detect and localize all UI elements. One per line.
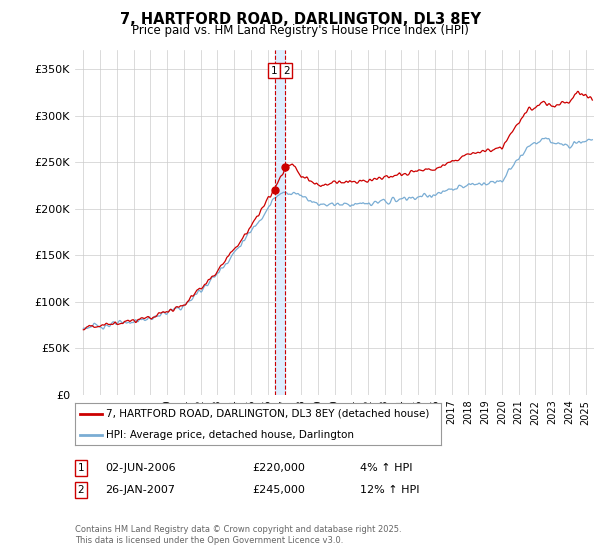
Text: 2: 2	[283, 66, 290, 76]
Text: £220,000: £220,000	[252, 463, 305, 473]
Text: 7, HARTFORD ROAD, DARLINGTON, DL3 8EY (detached house): 7, HARTFORD ROAD, DARLINGTON, DL3 8EY (d…	[106, 409, 430, 419]
Text: 02-JUN-2006: 02-JUN-2006	[105, 463, 176, 473]
Text: Price paid vs. HM Land Registry's House Price Index (HPI): Price paid vs. HM Land Registry's House …	[131, 24, 469, 36]
Text: 12% ↑ HPI: 12% ↑ HPI	[360, 485, 419, 495]
Text: 2: 2	[77, 485, 85, 495]
Text: 1: 1	[271, 66, 277, 76]
Text: £245,000: £245,000	[252, 485, 305, 495]
Text: HPI: Average price, detached house, Darlington: HPI: Average price, detached house, Darl…	[106, 430, 354, 440]
Text: 1: 1	[77, 463, 85, 473]
Bar	[275, 50, 286, 395]
Text: Contains HM Land Registry data © Crown copyright and database right 2025.
This d: Contains HM Land Registry data © Crown c…	[75, 525, 401, 545]
Text: 26-JAN-2007: 26-JAN-2007	[105, 485, 175, 495]
Text: 4% ↑ HPI: 4% ↑ HPI	[360, 463, 413, 473]
Text: 7, HARTFORD ROAD, DARLINGTON, DL3 8EY: 7, HARTFORD ROAD, DARLINGTON, DL3 8EY	[119, 12, 481, 27]
